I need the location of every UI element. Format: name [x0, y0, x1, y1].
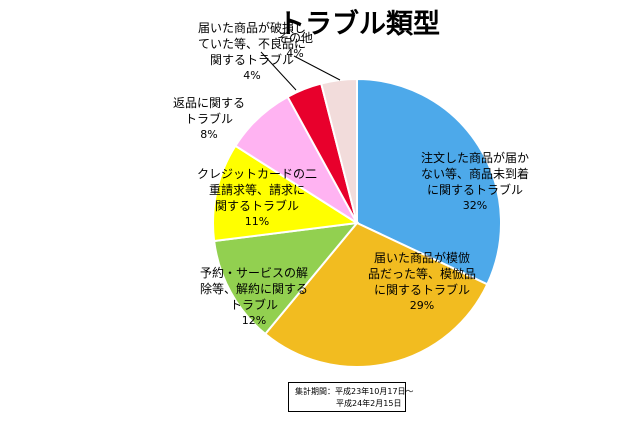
- pie-slice-3: [213, 221, 360, 336]
- slice-label-3-line: トラブル: [230, 298, 279, 312]
- leader-line-7: [293, 55, 341, 81]
- slice-label-6-line: ていた等、不良品に: [198, 37, 307, 51]
- slice-label-1-line: に関するトラブル: [427, 183, 524, 197]
- slice-label-6-line: 関するトラブル: [210, 53, 295, 67]
- slice-value-2: 29%: [409, 299, 435, 312]
- slice-value-7: 4%: [286, 47, 304, 60]
- slice-label-1-line: 注文した商品が届か: [421, 151, 530, 165]
- slice-label-5-line: 返品に関する: [173, 96, 246, 110]
- slice-label-7-line: その他: [277, 31, 314, 45]
- slice-label-4-line: クレジットカードの二: [197, 167, 318, 181]
- slice-label-3-line: 予約・サービスの解: [200, 266, 309, 280]
- period-note: 集計期間：平成23年10月17日～ 平成24年2月15日: [288, 382, 414, 412]
- slice-label-3: 予約・サービスの解 除等、解約に関する トラブル 12%: [200, 265, 308, 329]
- slice-label-5: 返品に関する トラブル 8%: [173, 95, 245, 143]
- pie-slice-1: [356, 77, 502, 286]
- leader-line-6: [260, 51, 297, 91]
- slice-label-4-line: 重請求等、請求に: [209, 183, 306, 197]
- slice-label-5-line: トラブル: [185, 112, 234, 126]
- slice-label-6-line: 届いた商品が破損し: [198, 21, 307, 35]
- slice-label-1-line: ない等、商品未到着: [421, 167, 530, 181]
- slice-value-5: 8%: [200, 128, 218, 141]
- slice-value-1: 32%: [462, 199, 488, 212]
- pie-slices: [212, 77, 502, 368]
- pie-slice-7: [319, 77, 358, 224]
- period-note-line2: 平成24年2月15日: [336, 399, 402, 408]
- slice-value-3: 12%: [241, 314, 267, 327]
- slice-label-2-line: に関するトラブル: [374, 283, 471, 297]
- slice-value-4: 11%: [244, 215, 270, 228]
- slice-label-4: クレジットカードの二 重請求等、請求に 関するトラブル 11%: [197, 166, 317, 230]
- slice-label-3-line: 除等、解約に関する: [200, 282, 309, 296]
- chart-title: トラブル類型: [278, 9, 440, 40]
- slice-value-6: 4%: [243, 69, 261, 82]
- slice-label-1: 注文した商品が届か ない等、商品未到着 に関するトラブル 32%: [421, 150, 529, 214]
- slice-label-2-line: 届いた商品が模倣: [374, 251, 471, 265]
- slice-label-6: 届いた商品が破損し ていた等、不良品に 関するトラブル 4%: [198, 20, 306, 84]
- slice-label-2-line: 品だった等、模倣品: [368, 267, 477, 281]
- slice-label-2: 届いた商品が模倣 品だった等、模倣品 に関するトラブル 29%: [368, 250, 476, 314]
- leader-lines: [260, 51, 341, 91]
- slice-label-4-line: 関するトラブル: [215, 199, 300, 213]
- pie-slice-2: [263, 221, 489, 368]
- period-note-line1: 集計期間：平成23年10月17日～: [295, 387, 414, 396]
- pie-slice-4: [212, 144, 360, 243]
- slice-label-7: その他 4%: [277, 30, 313, 62]
